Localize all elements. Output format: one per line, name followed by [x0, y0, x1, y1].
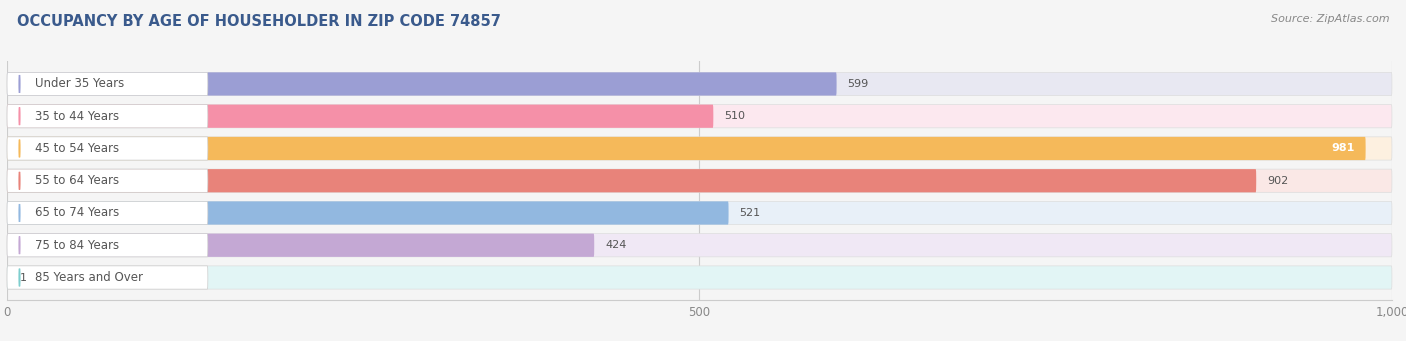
FancyBboxPatch shape — [7, 72, 837, 95]
FancyBboxPatch shape — [7, 266, 208, 289]
Text: 65 to 74 Years: 65 to 74 Years — [35, 207, 120, 220]
FancyBboxPatch shape — [7, 169, 1392, 192]
FancyBboxPatch shape — [7, 266, 1392, 289]
Text: 35 to 44 Years: 35 to 44 Years — [35, 110, 120, 123]
FancyBboxPatch shape — [7, 105, 713, 128]
FancyBboxPatch shape — [7, 169, 1256, 192]
FancyBboxPatch shape — [7, 72, 208, 95]
FancyBboxPatch shape — [7, 137, 208, 160]
FancyBboxPatch shape — [7, 234, 1392, 257]
Text: 424: 424 — [606, 240, 627, 250]
Text: 599: 599 — [848, 79, 869, 89]
Text: 981: 981 — [1331, 144, 1354, 153]
Text: 55 to 64 Years: 55 to 64 Years — [35, 174, 120, 187]
Text: 510: 510 — [724, 111, 745, 121]
FancyBboxPatch shape — [7, 105, 1392, 128]
FancyBboxPatch shape — [7, 202, 728, 225]
Text: OCCUPANCY BY AGE OF HOUSEHOLDER IN ZIP CODE 74857: OCCUPANCY BY AGE OF HOUSEHOLDER IN ZIP C… — [17, 14, 501, 29]
Text: 85 Years and Over: 85 Years and Over — [35, 271, 143, 284]
FancyBboxPatch shape — [7, 137, 1365, 160]
FancyBboxPatch shape — [7, 72, 1392, 95]
Text: 521: 521 — [740, 208, 761, 218]
FancyBboxPatch shape — [7, 234, 208, 257]
FancyBboxPatch shape — [7, 202, 208, 225]
Text: Under 35 Years: Under 35 Years — [35, 77, 124, 90]
FancyBboxPatch shape — [7, 234, 595, 257]
FancyBboxPatch shape — [7, 169, 208, 192]
Text: Source: ZipAtlas.com: Source: ZipAtlas.com — [1271, 14, 1389, 24]
Text: 75 to 84 Years: 75 to 84 Years — [35, 239, 120, 252]
FancyBboxPatch shape — [7, 137, 1392, 160]
Text: 45 to 54 Years: 45 to 54 Years — [35, 142, 120, 155]
FancyBboxPatch shape — [7, 202, 1392, 225]
Text: 902: 902 — [1267, 176, 1288, 186]
Text: 1: 1 — [20, 272, 27, 282]
FancyBboxPatch shape — [7, 105, 208, 128]
